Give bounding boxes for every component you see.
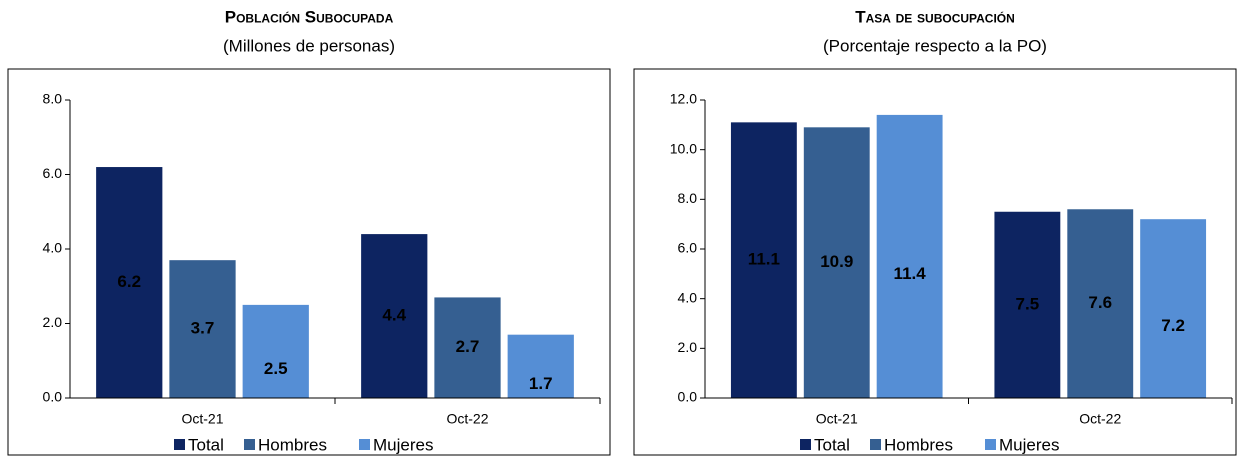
x-tick-label: Oct-21: [816, 411, 858, 427]
value-label: 3.7: [191, 319, 215, 338]
value-label: 11.1: [748, 250, 780, 269]
y-tick-label: 4.0: [678, 289, 698, 305]
legend-label: Mujeres: [373, 435, 433, 454]
chart-title: Población Subocupada: [225, 7, 394, 26]
bar: [1067, 209, 1134, 398]
y-tick-label: 8.0: [678, 190, 698, 206]
bar: [994, 211, 1061, 398]
legend-label: Mujeres: [999, 435, 1059, 454]
legend-label: Total: [814, 435, 850, 454]
bar: [434, 297, 501, 398]
value-label: 2.5: [264, 359, 288, 378]
y-tick-label: 6.0: [678, 240, 698, 256]
bar: [361, 234, 428, 398]
value-label: 10.9: [820, 252, 853, 271]
bar: [507, 334, 574, 398]
legend-swatch: [870, 439, 881, 450]
y-tick-label: 2.0: [678, 339, 698, 355]
panel-border: [7, 68, 611, 456]
legend-label: Total: [188, 435, 224, 454]
panel-border: [633, 68, 1237, 456]
y-tick-label: 12.0: [670, 91, 697, 107]
y-tick-label: 6.0: [43, 165, 63, 181]
x-tick-label: Oct-21: [181, 411, 223, 427]
chart-subtitle: (Porcentaje respecto a la PO): [823, 36, 1047, 55]
y-tick-label: 10.0: [670, 140, 697, 156]
value-label: 2.7: [456, 337, 480, 356]
y-tick-label: 8.0: [43, 91, 63, 107]
value-label: 7.6: [1088, 293, 1112, 312]
legend-swatch: [800, 439, 811, 450]
chart-subtitle: (Millones de personas): [223, 36, 395, 55]
bar: [803, 127, 870, 399]
bar: [242, 304, 309, 398]
value-label: 1.7: [529, 374, 553, 393]
value-label: 11.4: [894, 264, 927, 283]
value-label: 4.4: [382, 306, 406, 325]
legend-swatch: [244, 439, 255, 450]
y-tick-label: 0.0: [678, 389, 698, 405]
y-tick-label: 4.0: [43, 240, 63, 256]
legend-label: Hombres: [884, 435, 953, 454]
bar: [169, 260, 236, 398]
value-label: 7.2: [1161, 316, 1185, 335]
legend-swatch: [359, 439, 370, 450]
bar: [96, 167, 163, 398]
legend-swatch: [985, 439, 996, 450]
y-tick-label: 0.0: [43, 389, 63, 405]
bar: [730, 122, 797, 398]
legend-label: Hombres: [258, 435, 327, 454]
x-tick-label: Oct-22: [446, 411, 488, 427]
bar: [876, 114, 943, 399]
y-tick-label: 2.0: [43, 314, 63, 330]
bar: [1140, 219, 1207, 398]
value-label: 7.5: [1016, 294, 1040, 313]
legend-swatch: [174, 439, 185, 450]
value-label: 6.2: [117, 272, 141, 291]
x-tick-label: Oct-22: [1079, 411, 1121, 427]
chart-title: Tasa de subocupación: [855, 7, 1015, 26]
